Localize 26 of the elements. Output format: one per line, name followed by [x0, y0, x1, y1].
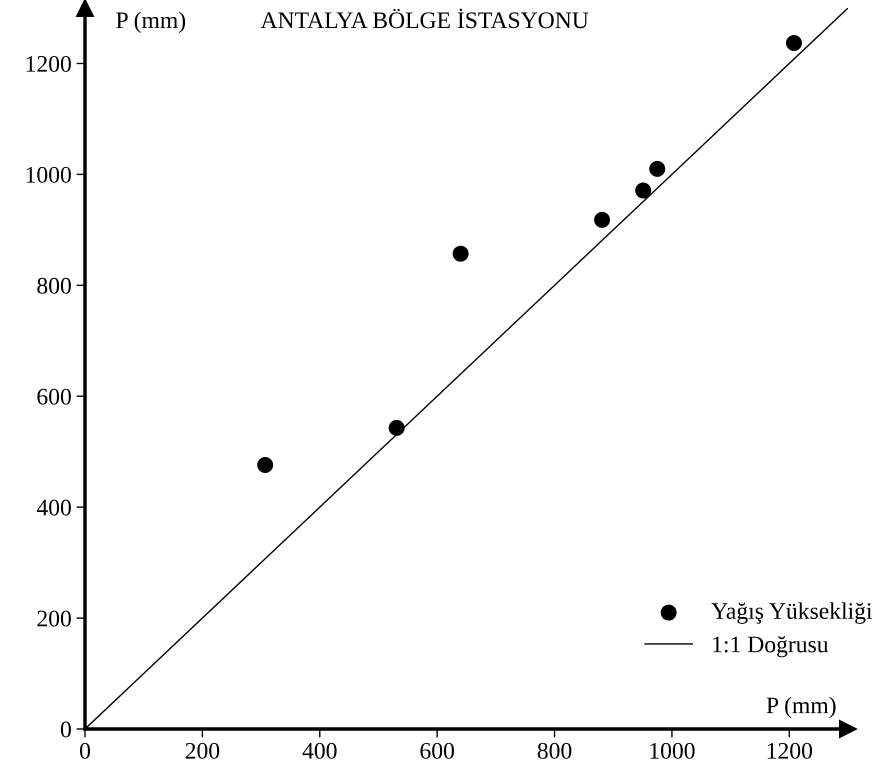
y-tick-label: 1200 [26, 56, 71, 72]
x-tick-label: 1000 [650, 742, 695, 759]
x-tick-label: 200 [186, 742, 220, 759]
x-axis-title: P (mm) [766, 696, 836, 718]
x-tick-label: 0 [80, 742, 90, 759]
x-tick-label: 1200 [768, 742, 812, 759]
point [649, 160, 666, 177]
point [594, 212, 610, 228]
x-tick-label: 600 [420, 742, 454, 759]
y-axis-title: P (mm) [116, 12, 186, 34]
legend-label: 1:1 Doğrusu [713, 636, 828, 658]
point [257, 457, 274, 473]
y-tick-label: 800 [37, 278, 71, 294]
point [388, 420, 405, 436]
y-tick-label: 0 [60, 721, 71, 738]
y-tick-label: 200 [37, 610, 71, 626]
x-tick-label: 400 [302, 742, 337, 759]
y-tick-label: 400 [36, 500, 71, 516]
point [452, 246, 469, 262]
chart-title: ANTALYA BÖLGE İSTASYONU [260, 8, 588, 28]
legend-label: Yağış Yüksekliği [711, 602, 872, 624]
x-tick-label: 800 [538, 742, 572, 759]
y-tick-label: 1000 [26, 166, 71, 183]
y-tick-label: 600 [37, 388, 71, 405]
point [635, 182, 652, 198]
point [786, 34, 802, 51]
